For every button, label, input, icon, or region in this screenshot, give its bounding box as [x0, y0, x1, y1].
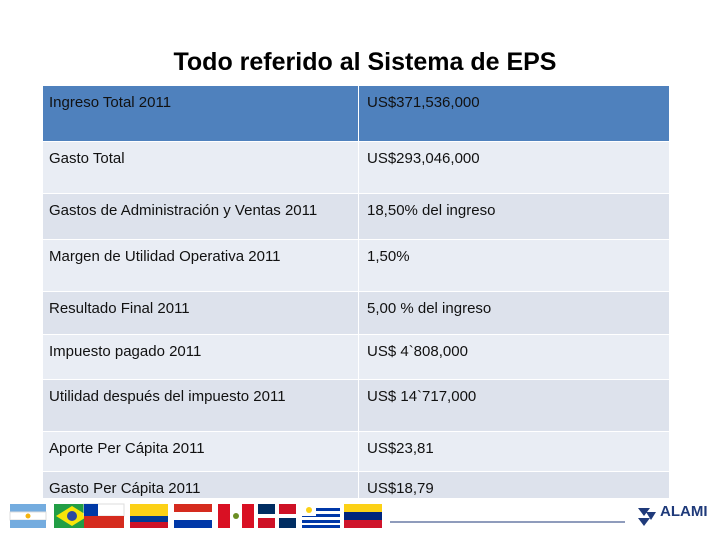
row-label: Impuesto pagado 2011: [42, 334, 359, 380]
flag-peru: [218, 504, 254, 528]
table-row: Utilidad después del impuesto 2011 US$ 14…: [42, 379, 670, 432]
row-value: US$18,79: [358, 471, 670, 499]
row-label: Aporte Per Cápita 2011: [42, 431, 359, 472]
flag-argentina: [9, 504, 47, 528]
table-row: Gasto Total US$293,046,000: [42, 141, 670, 194]
row-label: Gasto Per Cápita 2011: [42, 471, 359, 499]
flag-colombia: [130, 504, 168, 528]
table-row: Ingreso Total 2011 US$371,536,000: [42, 85, 670, 142]
row-value: US$23,81: [358, 431, 670, 472]
table-row: Aporte Per Cápita 2011 US$23,81: [42, 431, 670, 472]
row-value: US$ 14`717,000: [358, 379, 670, 432]
row-label: Margen de Utilidad Operativa 2011: [42, 239, 359, 292]
slide-title: Todo referido al Sistema de EPS: [173, 48, 557, 76]
flags-strip: ALAMI: [9, 503, 708, 528]
table-row: Gasto Per Cápita 2011 US$18,79: [42, 471, 670, 499]
logo-text: ALAMI: [660, 503, 708, 520]
row-value: 5,00 % del ingreso: [358, 291, 670, 335]
table-row: Resultado Final 2011 5,00 % del ingreso: [42, 291, 670, 335]
row-value: 18,50% del ingreso: [358, 193, 670, 240]
row-label: Gasto Total: [42, 141, 359, 194]
flag-chile: [83, 503, 125, 528]
row-label: Gastos de Administración y Ventas 2011: [42, 193, 359, 240]
row-value: 1,50%: [358, 239, 670, 292]
row-label: Utilidad después del impuesto 2011: [42, 379, 359, 432]
logo-mark: [638, 508, 656, 526]
row-label: Ingreso Total 2011: [42, 85, 359, 142]
row-value: US$ 4`808,000: [358, 334, 670, 380]
flag-dominican-republic: [258, 504, 296, 528]
data-table: Ingreso Total 2011 US$371,536,000 Gasto To…: [42, 85, 670, 499]
flag-paraguay: [174, 504, 212, 528]
row-label: Resultado Final 2011: [42, 291, 359, 335]
flag-uruguay: [302, 504, 340, 528]
table-row: Margen de Utilidad Operativa 2011 1,50%: [42, 239, 670, 292]
row-value: US$293,046,000: [358, 141, 670, 194]
table-row: Impuesto pagado 2011 US$ 4`808,000: [42, 334, 670, 380]
row-value: US$371,536,000: [358, 85, 670, 142]
table-row: Gastos de Administración y Ventas 2011 18…: [42, 193, 670, 240]
flag-venezuela: [344, 504, 382, 528]
